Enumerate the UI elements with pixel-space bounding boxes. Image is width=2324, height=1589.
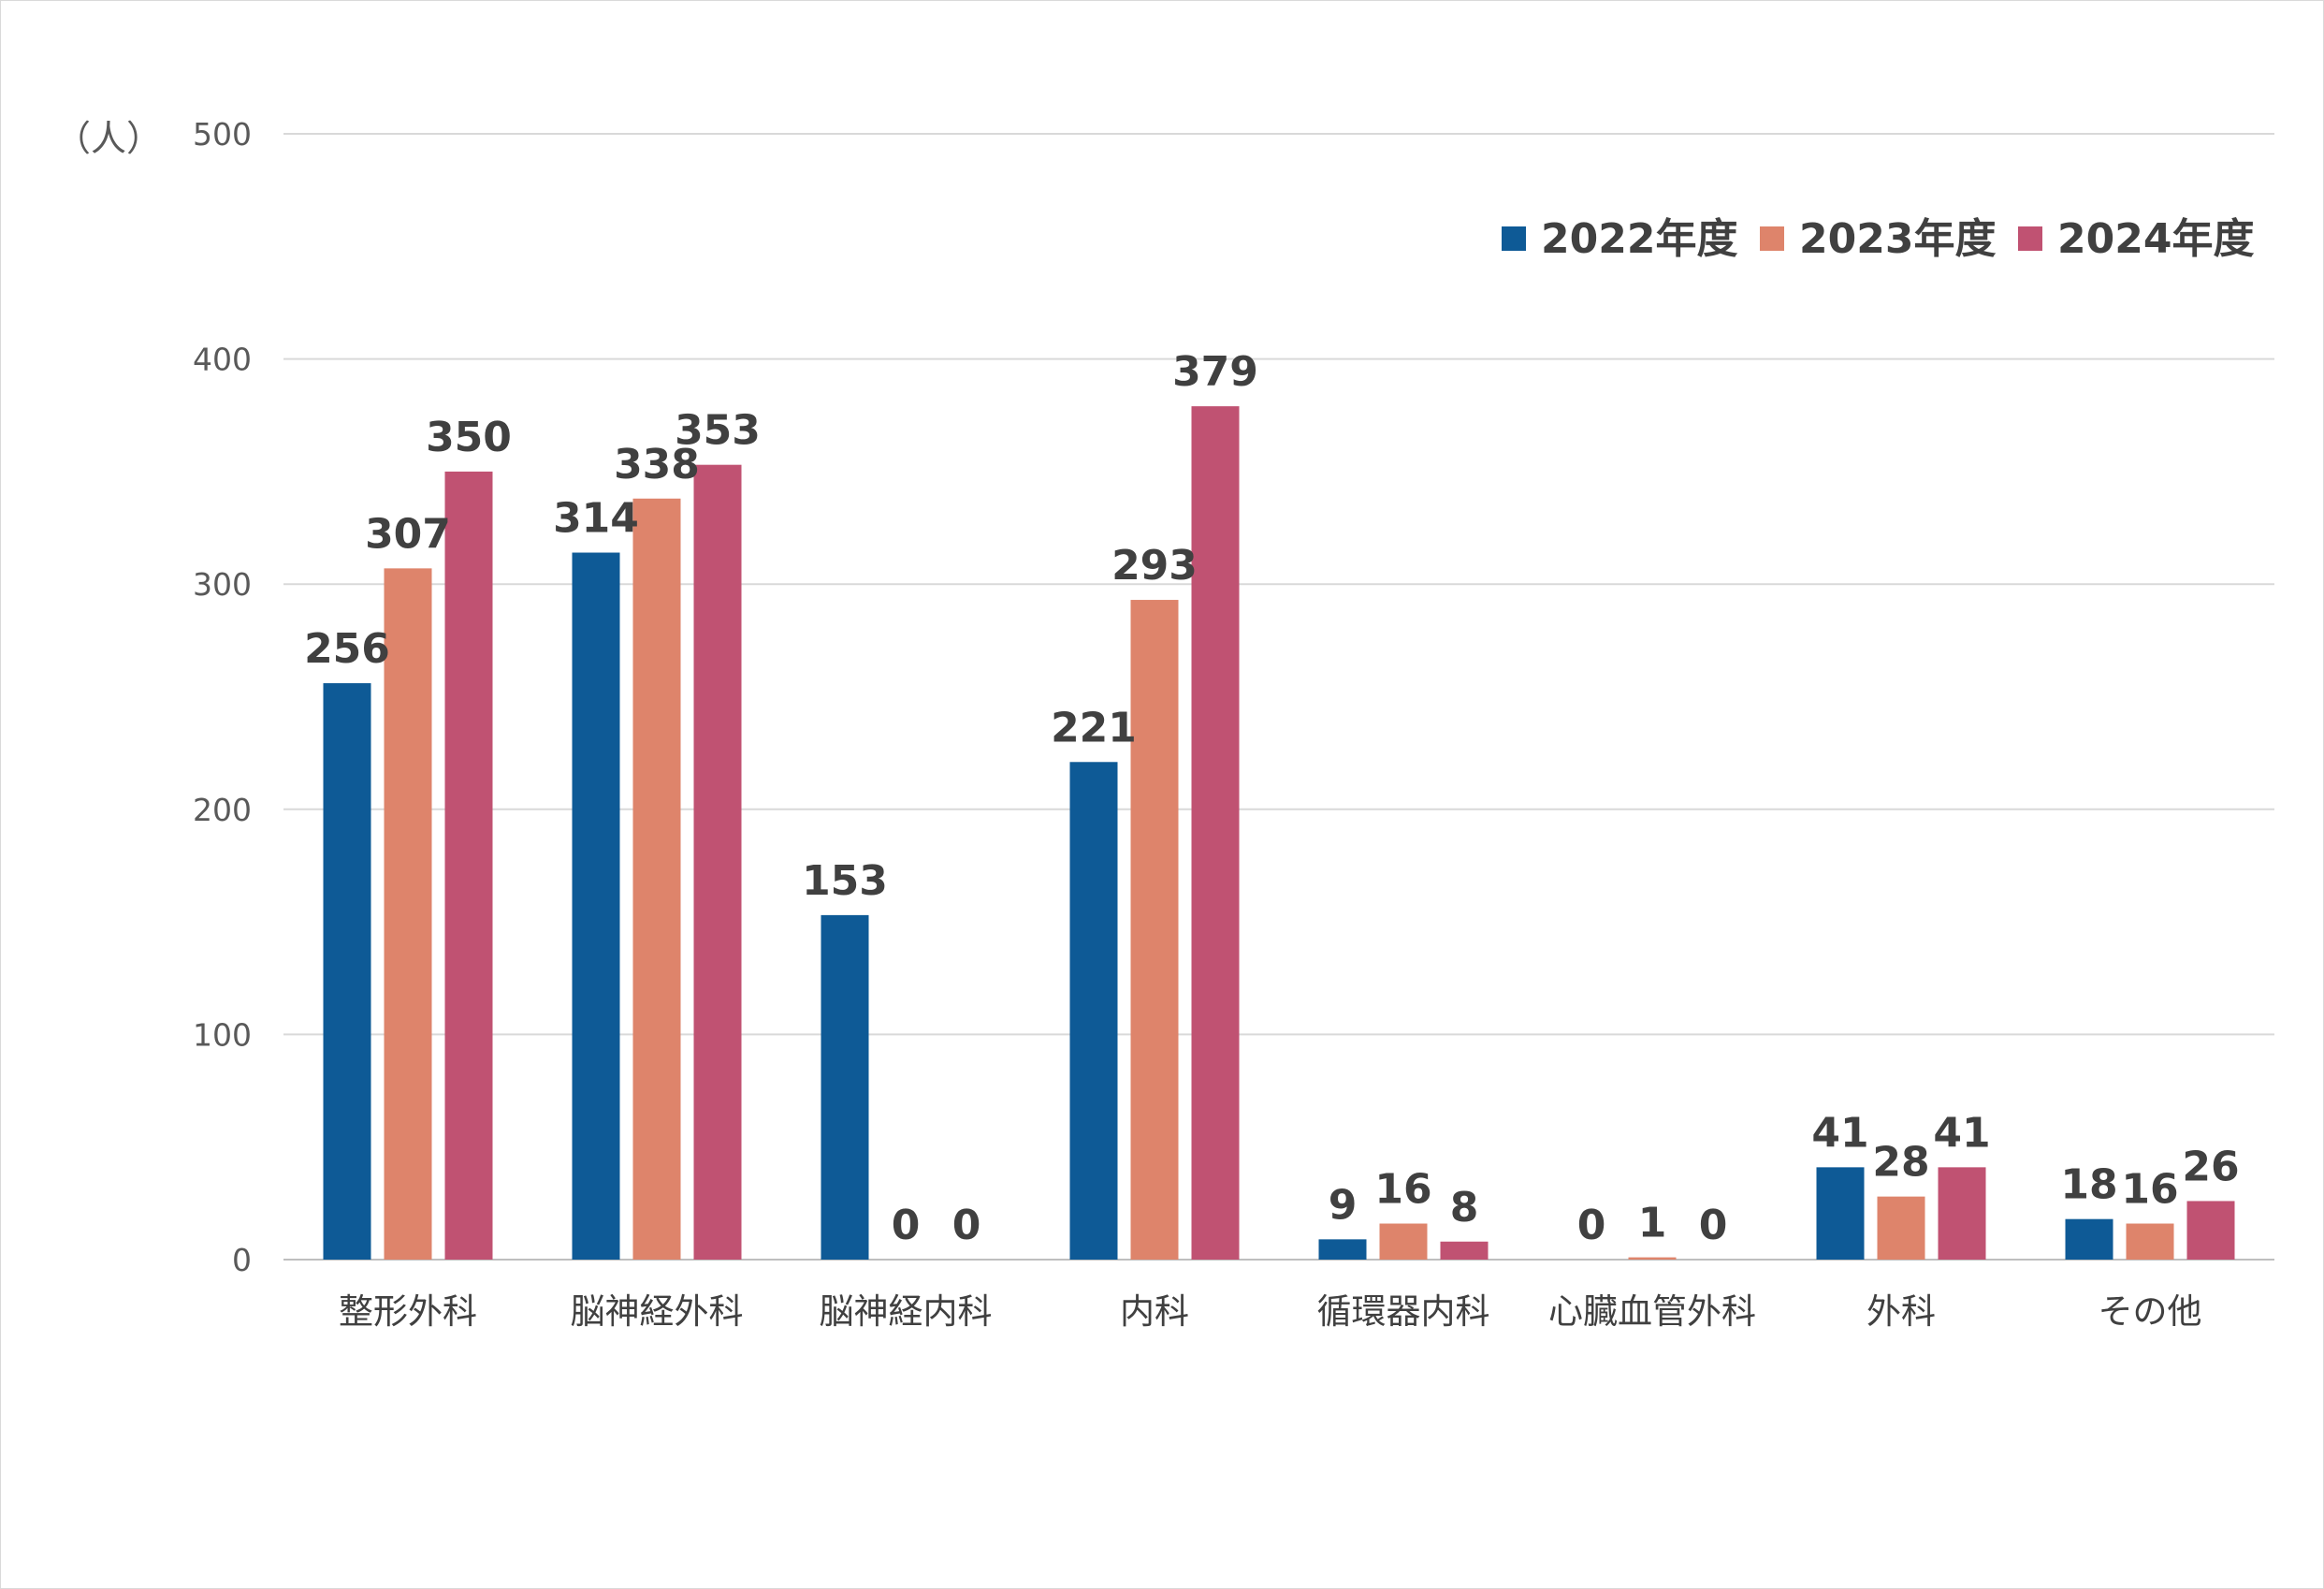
bar-2023年度-脳神経外科	[632, 498, 681, 1260]
category-label: 心臓血管外科	[1548, 1291, 1756, 1332]
y-axis-ticks: 0 100 200 300 400 500	[193, 116, 252, 1278]
bar-2023年度-循環器内科	[1379, 1223, 1428, 1260]
legend-label: 2023年度	[1799, 215, 1996, 263]
data-label: 256	[304, 625, 390, 673]
legend-label: 2022年度	[1541, 215, 1737, 263]
bar-2024年度-循環器内科	[1440, 1241, 1489, 1260]
bar-2024年度-脳神経外科	[693, 464, 742, 1260]
data-label: 307	[365, 510, 451, 558]
category-label: 外科	[1866, 1291, 1936, 1332]
data-label: 0	[952, 1202, 981, 1249]
data-label: 26	[2182, 1143, 2239, 1190]
data-label: 379	[1172, 348, 1258, 396]
data-label: 1	[1638, 1200, 1667, 1247]
bars	[323, 406, 2235, 1261]
y-tick-label: 100	[193, 1016, 252, 1053]
bar-2023年度-整形外科	[384, 568, 432, 1260]
bar-2023年度-内科	[1130, 600, 1179, 1260]
category-label: 循環器内科	[1317, 1291, 1490, 1332]
legend: 2022年度 2023年度 2024年度	[1502, 215, 2254, 263]
bar-2023年度-心臓血管外科	[1628, 1257, 1677, 1260]
data-label: 221	[1051, 704, 1137, 751]
bar-2022年度-脳神経内科	[821, 914, 869, 1260]
category-label: 整形外科	[339, 1291, 477, 1332]
data-label: 18	[2060, 1161, 2117, 1209]
data-label: 153	[802, 857, 888, 905]
category-label: 脳神経内科	[820, 1291, 993, 1332]
data-label: 353	[675, 407, 761, 455]
legend-label: 2024年度	[2057, 215, 2254, 263]
bar-2024年度-外科	[1938, 1167, 1986, 1260]
category-label: その他	[2099, 1291, 2202, 1332]
y-tick-label: 200	[193, 792, 252, 828]
bar-2024年度-整形外科	[444, 471, 493, 1260]
bar-2022年度-その他	[2065, 1218, 2113, 1260]
category-label: 脳神経外科	[571, 1291, 744, 1332]
y-tick-label: 0	[232, 1242, 252, 1278]
data-label: 0	[1699, 1202, 1728, 1249]
data-label: 314	[553, 495, 639, 543]
data-label: 0	[1577, 1202, 1606, 1249]
bar-2022年度-外科	[1816, 1167, 1865, 1260]
data-label: 9	[1329, 1181, 1358, 1229]
data-label: 16	[2121, 1166, 2178, 1214]
legend-swatch-2022年度	[1502, 226, 1526, 251]
data-label: 28	[1872, 1139, 1929, 1187]
data-label: 41	[1811, 1109, 1868, 1157]
y-axis-unit-label: （人）	[55, 118, 162, 159]
data-label: 0	[892, 1202, 921, 1249]
bar-2022年度-整形外科	[323, 683, 371, 1260]
bar-2022年度-循環器内科	[1318, 1239, 1367, 1260]
bar-2022年度-脳神経外科	[572, 552, 620, 1260]
data-label: 293	[1111, 542, 1198, 590]
data-label: 16	[1374, 1166, 1431, 1214]
data-label: 8	[1450, 1184, 1479, 1232]
bar-2023年度-その他	[2126, 1223, 2174, 1260]
y-tick-label: 500	[193, 116, 252, 153]
y-tick-label: 300	[193, 566, 252, 603]
legend-swatch-2023年度	[1760, 226, 1784, 251]
legend-swatch-2024年度	[2018, 226, 2042, 251]
data-label: 41	[1933, 1109, 1990, 1157]
data-label: 338	[614, 441, 700, 488]
data-label: 350	[426, 414, 512, 461]
bar-2023年度-外科	[1877, 1196, 1925, 1260]
y-tick-label: 400	[193, 342, 252, 378]
bar-2024年度-その他	[2186, 1201, 2235, 1260]
bar-2024年度-内科	[1191, 406, 1240, 1261]
bar-2022年度-内科	[1069, 762, 1118, 1260]
category-labels: 整形外科 脳神経外科 脳神経内科 内科 循環器内科 心臓血管外科 外科 その他	[339, 1291, 2202, 1332]
category-label: 内科	[1120, 1291, 1189, 1332]
